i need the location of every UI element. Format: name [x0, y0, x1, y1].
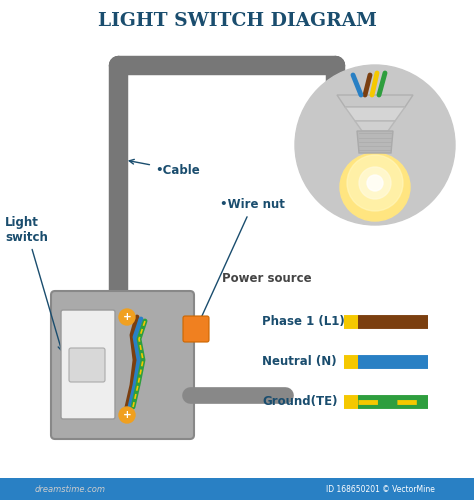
Text: Power source: Power source	[222, 272, 311, 284]
FancyBboxPatch shape	[61, 310, 115, 419]
Circle shape	[119, 407, 135, 423]
Text: Phase 1 (L1): Phase 1 (L1)	[262, 316, 345, 328]
Polygon shape	[357, 131, 393, 153]
Ellipse shape	[340, 153, 410, 221]
Text: +: +	[123, 312, 131, 322]
Text: •Wire nut: •Wire nut	[198, 198, 285, 325]
FancyBboxPatch shape	[183, 316, 209, 342]
Circle shape	[295, 65, 455, 225]
Text: Light
switch: Light switch	[5, 216, 63, 351]
Text: •Cable: •Cable	[129, 160, 200, 176]
Circle shape	[359, 167, 391, 199]
Circle shape	[347, 155, 403, 211]
FancyBboxPatch shape	[69, 348, 105, 382]
Text: LIGHT SWITCH DIAGRAM: LIGHT SWITCH DIAGRAM	[98, 12, 376, 30]
Polygon shape	[337, 95, 413, 107]
Text: ID 168650201 © VectorMine: ID 168650201 © VectorMine	[326, 484, 435, 494]
Text: Ground(TE): Ground(TE)	[262, 396, 337, 408]
Text: Neutral (N): Neutral (N)	[262, 356, 337, 368]
Text: dreamstime.com: dreamstime.com	[35, 484, 106, 494]
Polygon shape	[345, 107, 405, 121]
Circle shape	[367, 175, 383, 191]
FancyBboxPatch shape	[0, 478, 474, 500]
Polygon shape	[355, 121, 395, 131]
FancyBboxPatch shape	[51, 291, 194, 439]
Circle shape	[119, 309, 135, 325]
Text: +: +	[123, 410, 131, 420]
